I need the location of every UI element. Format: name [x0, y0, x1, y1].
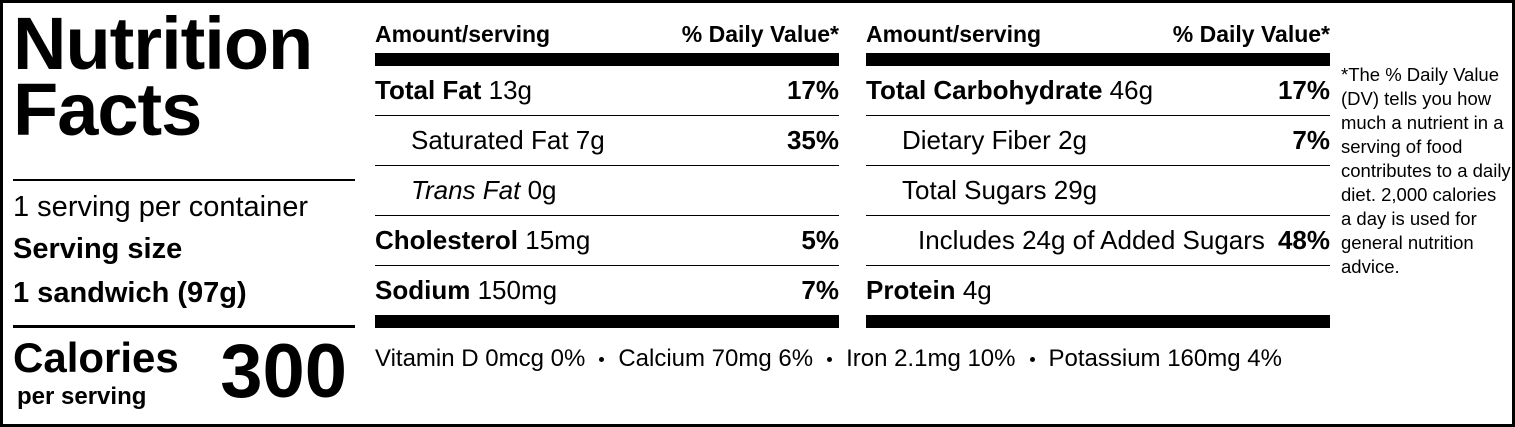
- nutrient: Trans Fat 0g: [375, 175, 556, 206]
- nutrient-dv: 35%: [786, 125, 839, 155]
- nutrient-row: Protein 4g: [866, 266, 1330, 328]
- nutrient-dv: 5%: [801, 225, 839, 255]
- nutrient-dv: 48%: [1277, 225, 1330, 255]
- nutrient-amount: 4g: [962, 275, 992, 305]
- serving-size: 1 sandwich (97g): [13, 277, 247, 309]
- nutrient-amount: 46g: [1109, 75, 1154, 105]
- nutrient-row: Sodium 150mg 7%: [375, 266, 839, 328]
- nutrient-row: Total Carbohydrate 46g 17%: [866, 66, 1330, 116]
- nutrient-column: Amount/serving % Daily Value* Total Fat …: [375, 15, 839, 328]
- nutrient-name: Sodium: [375, 275, 471, 305]
- nutrient-name: Trans Fat: [411, 175, 521, 205]
- nutrient: Total Sugars 29g: [866, 175, 1097, 206]
- vitamin: Calcium 70mg 6%: [618, 345, 814, 372]
- nutrient-name: Total Carbohydrate: [866, 75, 1103, 105]
- nutrient-name: Protein: [866, 275, 956, 305]
- vitamin: Vitamin D 0mcg 0%: [375, 345, 586, 372]
- nutrient-amount: 29g: [1053, 175, 1098, 205]
- footnote: *The % Daily Value (DV) tells you how mu…: [1341, 64, 1511, 277]
- serving-size-label: Serving size: [13, 233, 183, 265]
- nutrient-amount: 0g: [527, 175, 557, 205]
- nutrient: Total Fat 13g: [375, 75, 532, 106]
- nutrient-name: Total Fat: [375, 75, 482, 105]
- vitamin: Iron 2.1mg 10%: [846, 345, 1016, 372]
- nutrient: Dietary Fiber 2g: [866, 125, 1087, 156]
- nutrient-row: Total Fat 13g 17%: [375, 66, 839, 116]
- nutrient-name: Cholesterol: [375, 225, 519, 255]
- vitamins: Vitamin D 0mcg 0% Calcium 70mg 6% Iron 2…: [375, 345, 1282, 373]
- nutrient-row: Saturated Fat 7g 35%: [375, 116, 839, 166]
- nutrient-row: Dietary Fiber 2g 7%: [866, 116, 1330, 166]
- separator: [1029, 356, 1035, 362]
- nutrient-dv: 17%: [786, 75, 839, 105]
- calories-value: 300: [220, 329, 347, 414]
- nutrient-name: Dietary Fiber: [902, 125, 1051, 155]
- servings: 1 serving per container: [13, 191, 308, 223]
- vitamin: Potassium 160mg 4%: [1048, 345, 1282, 372]
- nutrient-amount: 13g: [488, 75, 533, 105]
- nutrient-amount: 2g: [1058, 125, 1087, 155]
- nutrient-amount: 15mg: [525, 225, 591, 255]
- separator: [599, 356, 605, 362]
- nutrient: Total Carbohydrate 46g: [866, 75, 1153, 106]
- column-header: Amount/serving % Daily Value*: [375, 15, 839, 66]
- header-amount: Amount/serving: [866, 21, 1042, 47]
- nutrient-row: Cholesterol 15mg 5%: [375, 216, 839, 266]
- separator: [827, 356, 833, 362]
- title: Nutrition Facts: [13, 2, 313, 151]
- header-amount: Amount/serving: [375, 21, 551, 47]
- nutrient: Cholesterol 15mg: [375, 225, 590, 256]
- nutrient-name: Saturated Fat: [411, 125, 569, 155]
- nutrient: Protein 4g: [866, 275, 992, 306]
- header-dv: % Daily Value*: [681, 21, 839, 47]
- calories-sub: per serving: [17, 383, 147, 410]
- nutrient-name: Total Sugars: [902, 175, 1047, 205]
- nutrient-dv: 17%: [1277, 75, 1330, 105]
- nutrient-row: Total Sugars 29g: [866, 166, 1330, 216]
- nutrient-row: Includes 24g of Added Sugars 48%: [866, 216, 1330, 266]
- divider: [13, 179, 355, 181]
- column-header: Amount/serving % Daily Value*: [866, 15, 1330, 66]
- divider: [13, 325, 355, 328]
- nutrient-amount: 7g: [575, 125, 605, 155]
- calories-label: Calories: [13, 334, 179, 381]
- nutrient-name: Includes 24g of Added Sugars: [918, 225, 1265, 255]
- nutrient: Sodium 150mg: [375, 275, 557, 306]
- header-dv: % Daily Value*: [1172, 21, 1330, 47]
- nutrient-dv: 7%: [801, 275, 839, 305]
- nutrient-amount: 150mg: [477, 275, 558, 305]
- nutrient: Saturated Fat 7g: [375, 125, 605, 156]
- nutrient-row: Trans Fat 0g: [375, 166, 839, 216]
- nutrient: Includes 24g of Added Sugars: [866, 225, 1265, 256]
- nutrient-dv: 7%: [1292, 125, 1330, 155]
- nutrient-column: Amount/serving % Daily Value* Total Carb…: [866, 15, 1330, 328]
